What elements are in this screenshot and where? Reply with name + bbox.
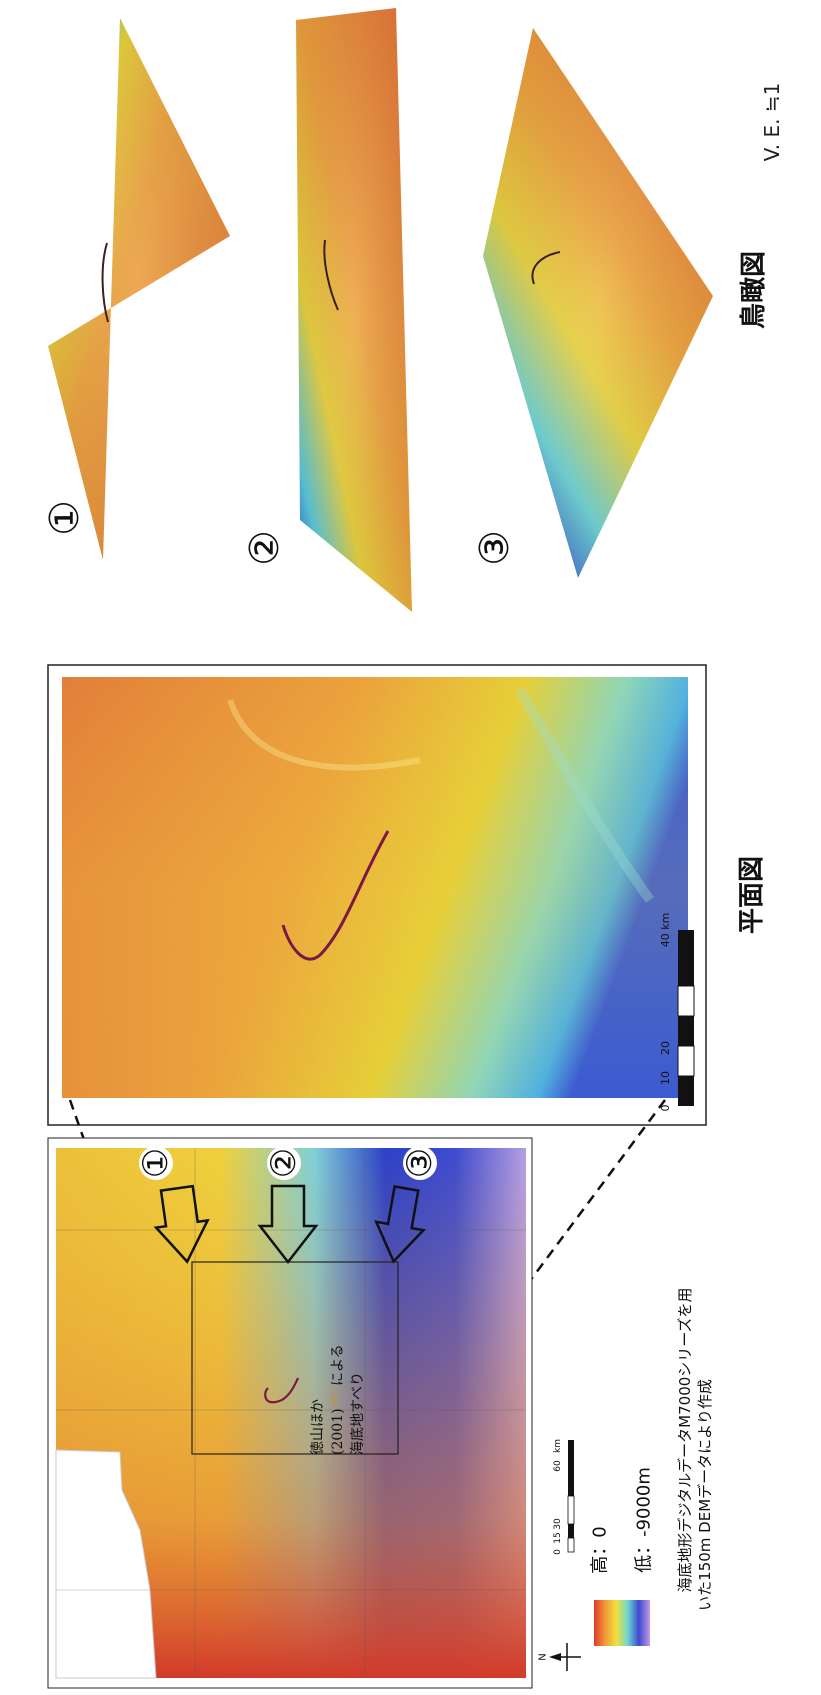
plan-scale-bar: 0 10 20 40 km	[659, 913, 695, 1112]
overview-marker-1: ①	[136, 1146, 176, 1180]
svg-text:①: ①	[42, 500, 88, 536]
plan-relief-slope	[515, 687, 655, 903]
landslide-mark-birdseye-3	[531, 251, 561, 285]
birdseye-marker-2: ②	[242, 530, 288, 566]
birdseye-group: ① ② ③ V. E. ≒1 鳥瞰図	[42, 8, 784, 612]
landslide-mark-overview	[264, 1377, 300, 1404]
svg-text:0: 0	[659, 1105, 672, 1112]
plan-map-overlay	[62, 677, 688, 1098]
study-area-box	[191, 1261, 399, 1455]
svg-text:②: ②	[264, 1148, 304, 1178]
elevation-legend-bar	[594, 1600, 650, 1646]
svg-text:鳥瞰図: 鳥瞰図	[739, 251, 769, 329]
svg-text:高：0: 高：0	[590, 1526, 611, 1573]
svg-text:15: 15	[553, 1532, 563, 1543]
svg-text:いた150m DEMデータにより作成: いた150m DEMデータにより作成	[696, 1379, 714, 1611]
overview-note: 徳山ほか (2001)(65)による 海底地すべり	[310, 1344, 366, 1455]
legend-low-label: 低：-9000m	[634, 1467, 655, 1573]
svg-text:0: 0	[553, 1549, 563, 1555]
arrow-3	[374, 1185, 426, 1264]
legend-high-label: 高：0	[590, 1526, 611, 1573]
svg-text:km: km	[553, 1439, 563, 1453]
svg-text:20: 20	[659, 1041, 672, 1055]
overview-marker-3: ③	[400, 1146, 440, 1180]
birdseye-marker-1: ①	[42, 500, 88, 536]
birdseye-marker-3: ③	[472, 530, 518, 566]
birdseye-view-3-shade	[483, 28, 713, 578]
svg-text:海底地すべり: 海底地すべり	[350, 1372, 366, 1455]
svg-text:V. E. ≒1: V. E. ≒1	[760, 83, 784, 162]
north-arrow: N	[538, 1643, 581, 1671]
svg-text:(2001)(65)による: (2001)(65)による	[330, 1344, 346, 1455]
svg-text:③: ③	[400, 1148, 440, 1178]
arrow-2	[257, 1184, 319, 1265]
svg-text:10: 10	[659, 1071, 672, 1085]
data-credit: 海底地形デジタルデータM7000シリーズを用 いた150m DEMデータにより作…	[676, 1287, 714, 1610]
birdseye-view-1-shade	[48, 18, 230, 560]
plan-relief-ridge	[227, 699, 421, 771]
overview-marker-2: ②	[264, 1146, 304, 1180]
overview-grid	[56, 1148, 526, 1678]
svg-text:②: ②	[242, 530, 288, 566]
overview-land	[55, 1449, 157, 1679]
svg-text:N: N	[538, 1653, 549, 1660]
svg-text:海底地形デジタルデータM7000シリーズを用: 海底地形デジタルデータM7000シリーズを用	[676, 1287, 694, 1592]
overview-scale-bar: 0 15 30 60 km	[553, 1439, 575, 1555]
ve-label: V. E. ≒1	[760, 83, 784, 162]
svg-text:①: ①	[136, 1148, 176, 1178]
landslide-mark-birdseye-2	[323, 239, 339, 311]
plan-title: 平面図	[737, 856, 767, 934]
svg-text:60: 60	[553, 1460, 563, 1472]
landslide-mark-birdseye-1	[101, 242, 109, 323]
overview-map-group: 徳山ほか (2001)(65)による 海底地すべり ① ② ③	[47, 1137, 533, 1689]
arrow-1	[153, 1184, 210, 1264]
svg-text:低：-9000m: 低：-9000m	[634, 1467, 655, 1573]
svg-text:30: 30	[553, 1518, 563, 1530]
plan-view-group: 0 10 20 40 km 平面図	[47, 664, 767, 1126]
birdseye-view-2-shade	[296, 8, 412, 612]
svg-text:40 km: 40 km	[659, 913, 672, 948]
landslide-arc-plan	[281, 830, 390, 961]
birdseye-title: 鳥瞰図	[739, 251, 769, 329]
svg-text:平面図: 平面図	[737, 856, 767, 934]
svg-text:③: ③	[472, 530, 518, 566]
svg-text:徳山ほか: 徳山ほか	[310, 1399, 326, 1455]
